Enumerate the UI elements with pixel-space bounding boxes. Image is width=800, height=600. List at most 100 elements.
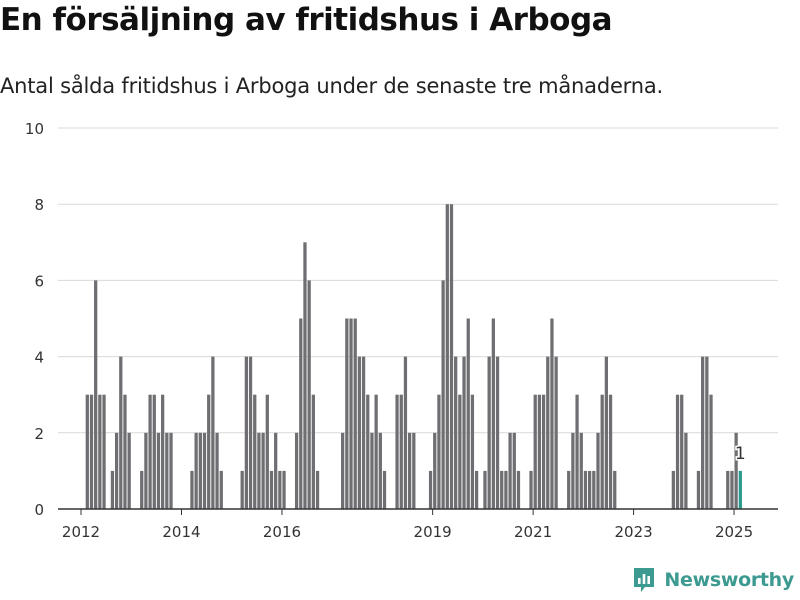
bar (466, 318, 470, 509)
bar (248, 356, 253, 509)
bar (487, 356, 491, 509)
bar (215, 432, 219, 509)
bar (144, 432, 148, 509)
bar (240, 470, 244, 509)
bar (307, 280, 311, 509)
bar (161, 394, 165, 509)
bar (370, 432, 374, 509)
bar (516, 470, 521, 509)
x-tick-labels: 2012 2014 2016 2019 2021 2023 2025 (62, 523, 753, 541)
highlighted-bar (738, 470, 742, 509)
bar (282, 470, 286, 509)
bar (579, 432, 583, 509)
chart-subtitle: Antal sålda fritidshus i Arboga under de… (0, 74, 663, 98)
bar (194, 432, 198, 509)
bar (269, 470, 274, 509)
bar (303, 242, 307, 510)
bar (433, 432, 437, 509)
gridlines (58, 127, 778, 434)
bar (361, 356, 366, 509)
bar (202, 432, 207, 509)
bar (709, 394, 713, 509)
bar (311, 394, 315, 509)
bar (470, 394, 475, 509)
bar (119, 356, 123, 509)
bar (110, 470, 115, 509)
bar (504, 470, 508, 509)
bar (680, 394, 684, 509)
bar (265, 394, 269, 509)
bar (730, 470, 734, 509)
bar (123, 394, 127, 509)
y-tick-label: 4 (34, 349, 44, 367)
bar (608, 394, 613, 509)
bar (403, 356, 408, 509)
bar (541, 394, 546, 509)
bar (537, 394, 542, 509)
bar (378, 432, 382, 509)
bar (583, 470, 588, 509)
bar (554, 356, 558, 509)
bar (169, 432, 173, 509)
bar (546, 356, 550, 509)
bar (441, 280, 445, 509)
bar (102, 394, 106, 509)
bar (458, 394, 462, 509)
bar (89, 394, 94, 509)
x-tick-label: 2014 (162, 523, 200, 541)
bar (353, 318, 357, 509)
bar (587, 470, 592, 509)
bar (567, 470, 571, 509)
bar (726, 470, 730, 509)
x-tick-label: 2012 (62, 523, 100, 541)
bar (454, 356, 458, 509)
bar (207, 394, 211, 509)
x-axis (58, 508, 778, 515)
bar (165, 432, 169, 509)
brand-name: Newsworthy (664, 569, 794, 591)
bar (294, 432, 299, 509)
bar-chart: 0 2 4 6 8 10 2012 2014 2016 2019 2021 2023 2025 1 (25, 120, 778, 541)
x-tick-label: 2021 (514, 523, 552, 541)
bar (253, 394, 257, 509)
bar (437, 394, 441, 509)
bar (495, 356, 500, 509)
bar (592, 470, 596, 509)
bar (211, 356, 215, 509)
x-tick-label: 2025 (715, 523, 753, 541)
bar (152, 394, 156, 509)
bar (219, 470, 223, 509)
y-tick-label: 2 (34, 425, 44, 443)
y-tick-label: 10 (25, 120, 44, 138)
y-tick-labels: 0 2 4 6 8 10 (25, 120, 44, 519)
bar (148, 394, 152, 509)
bar (382, 470, 387, 509)
bar (508, 432, 512, 509)
bar (140, 470, 144, 509)
bars (85, 204, 742, 510)
bar (315, 470, 320, 509)
bar (341, 432, 345, 509)
bar (705, 356, 709, 509)
bar (701, 356, 705, 509)
bar (462, 356, 466, 509)
bar (449, 204, 454, 509)
newsworthy-logo-icon (634, 568, 655, 592)
y-tick-label: 6 (34, 272, 44, 290)
y-tick-label: 0 (34, 501, 44, 519)
bar (596, 432, 600, 509)
bar (156, 432, 161, 509)
bar (399, 394, 403, 509)
bar (190, 470, 194, 509)
bar (550, 318, 554, 509)
bar (261, 432, 265, 509)
bar (349, 318, 353, 509)
bar (675, 394, 680, 509)
bar (428, 470, 433, 509)
bar (533, 394, 537, 509)
bar (500, 470, 504, 509)
x-tick-label: 2016 (263, 523, 301, 541)
bar (412, 432, 416, 509)
bar (198, 432, 202, 509)
bar (274, 432, 278, 509)
